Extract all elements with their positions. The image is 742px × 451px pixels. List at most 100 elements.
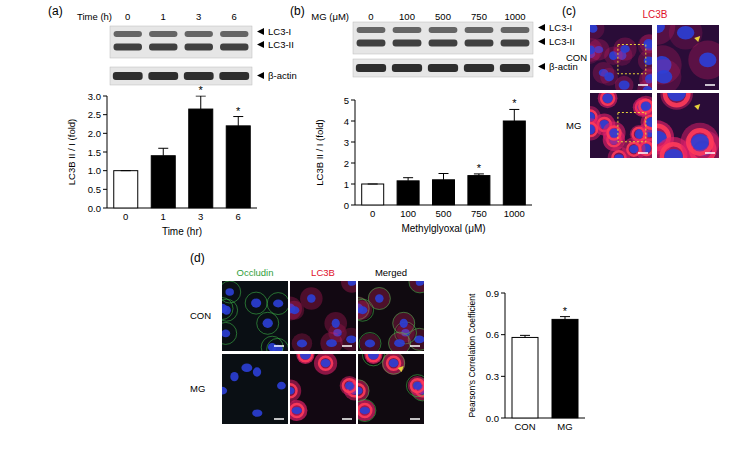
error-bar (439, 174, 449, 180)
band (393, 40, 422, 47)
x-tick-label: 1000 (504, 208, 525, 219)
x-axis-label: Methylglyoxal (μM) (401, 223, 485, 234)
y-tick (103, 114, 107, 115)
x-tick-label: 750 (471, 208, 487, 219)
panel-label: (d) (190, 251, 205, 265)
nucleus (590, 125, 595, 135)
scale-bar (705, 84, 715, 86)
nucleus (389, 359, 398, 367)
band-arrow (538, 24, 545, 31)
nucleus (691, 134, 709, 150)
cytoplasm (364, 354, 382, 364)
x-tick-label: 3 (198, 211, 203, 222)
micrograph (290, 354, 356, 424)
bar (362, 184, 384, 205)
nucleus (251, 298, 261, 307)
cytoplasm (340, 376, 356, 395)
y-tick (351, 142, 355, 143)
nucleus (277, 382, 286, 390)
bar (552, 319, 578, 418)
cytoplasm (292, 333, 313, 351)
band (185, 31, 213, 37)
cytoplasm (358, 380, 369, 402)
band-arrow (257, 41, 264, 48)
band-arrow (257, 28, 264, 35)
band (500, 64, 530, 72)
nucleus (619, 80, 630, 89)
column-label: LC3B (311, 267, 335, 278)
bar (503, 121, 525, 205)
band (392, 64, 422, 72)
plot-area (512, 317, 578, 418)
bar-chart: 012345LC3B II / I (fold)0100500750*1000*… (314, 95, 532, 235)
cytoplasm (622, 137, 645, 158)
lane-label: 1000 (504, 11, 525, 22)
scale-bar (274, 345, 284, 347)
band (357, 40, 386, 47)
background (0, 0, 742, 451)
y-tick-label: 1.0 (88, 165, 101, 176)
nucleus (604, 72, 614, 81)
cytoplasm (300, 287, 323, 310)
error-bar (196, 96, 206, 109)
cytoplasm (590, 118, 602, 140)
membrane (368, 288, 390, 310)
membrane (359, 333, 381, 351)
nucleus (332, 319, 340, 328)
bar-chart: 0.00.30.60.9Pearson's Correlation Coeffi… (467, 288, 585, 433)
nucleus (643, 86, 652, 90)
puncta (358, 384, 365, 397)
membrane (222, 299, 238, 321)
cytoplasm (409, 281, 424, 293)
cytoplasm (290, 400, 307, 421)
nucleus (394, 339, 405, 347)
zoom-box (618, 45, 646, 74)
band-label: LC3-II (549, 36, 575, 47)
y-axis (355, 100, 356, 205)
nucleus (241, 363, 252, 372)
membrane (267, 293, 288, 315)
nucleus (643, 39, 652, 48)
column-label: Merged (375, 267, 407, 278)
y-axis-label: Pearson's Correlation Coefficient (467, 293, 477, 417)
nucleus (290, 387, 295, 395)
y-axis (505, 293, 506, 418)
lane-label: 500 (435, 11, 451, 22)
membrane (389, 332, 411, 351)
x-tick-label: 1 (161, 211, 166, 222)
y-tick-label: 1.5 (88, 147, 101, 158)
y-tick-label: 4 (344, 116, 349, 127)
y-tick-label: 1 (344, 179, 349, 190)
y-tick (103, 208, 107, 209)
y-tick-label: 5 (344, 95, 349, 106)
band-label: LC3-I (268, 26, 291, 37)
band (465, 40, 494, 47)
band-arrow (257, 72, 264, 79)
column-label: Occludin (237, 267, 274, 278)
error-bar (520, 335, 530, 337)
puncta (319, 357, 332, 370)
y-tick-label: 0.0 (486, 413, 499, 424)
lane-label: 1 (161, 11, 166, 22)
nucleus (667, 93, 685, 101)
y-tick-label: 2 (344, 158, 349, 169)
puncta (608, 127, 621, 140)
nucleus (268, 343, 277, 351)
band (220, 31, 248, 37)
band (429, 27, 458, 33)
band (113, 72, 143, 80)
puncta (290, 384, 297, 397)
nucleus (358, 387, 363, 395)
nucleus (253, 367, 261, 376)
cytoplasm (392, 312, 415, 335)
micrograph (290, 281, 356, 351)
nucleus (590, 46, 595, 55)
row-label: MG (566, 120, 581, 131)
nucleus (346, 335, 356, 343)
nucleus (657, 70, 672, 84)
nucleus (358, 306, 367, 314)
bar (226, 126, 250, 208)
panel-label: (c) (562, 4, 576, 18)
scale-bar (342, 418, 352, 420)
arrow (694, 104, 700, 110)
